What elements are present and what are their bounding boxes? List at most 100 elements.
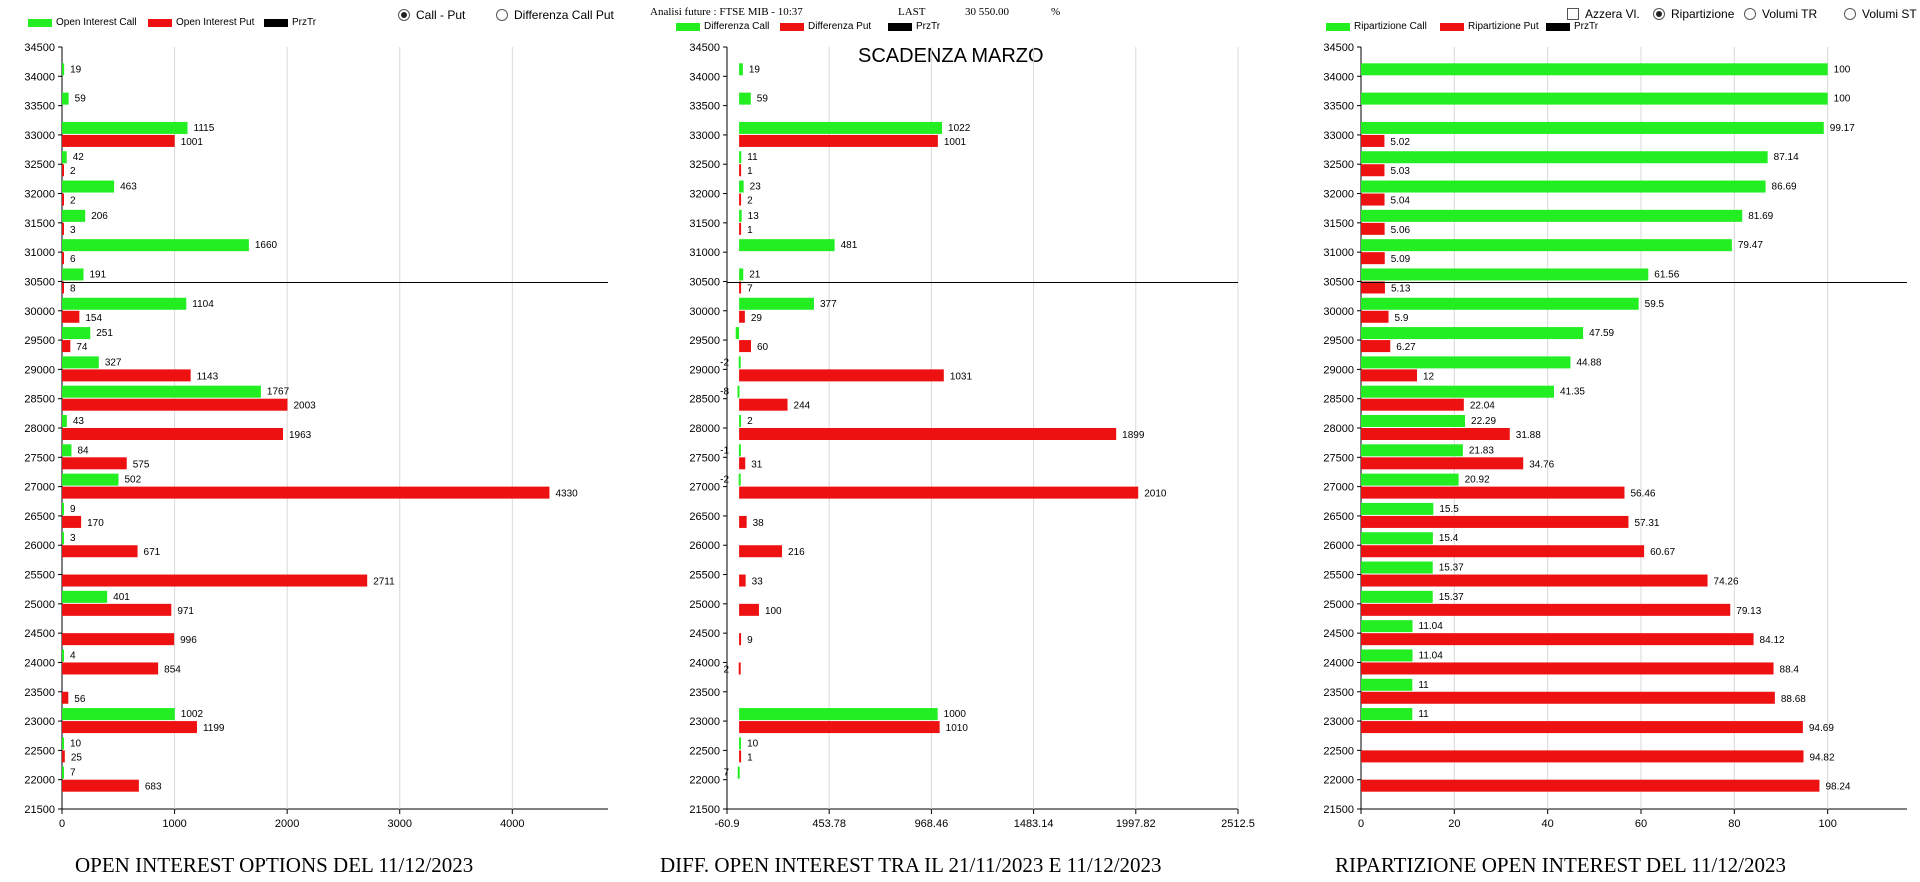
y-tick-label: 23500 <box>689 687 720 699</box>
legend-diff-call-label: Differenza Call <box>704 21 770 32</box>
put-value-label: 5.06 <box>1391 225 1411 236</box>
ripartizione-radio[interactable]: Ripartizione <box>1653 7 1734 21</box>
put-value-label: 31.88 <box>1516 430 1541 441</box>
legend-call-label: Open Interest Call <box>56 17 137 28</box>
call-value-label: 502 <box>125 475 142 486</box>
x-tick-label: 0 <box>59 818 65 830</box>
y-tick-label: 27500 <box>1323 452 1354 464</box>
call-bar <box>62 766 64 779</box>
call-value-label: 86.69 <box>1772 182 1797 193</box>
y-tick-label: 28000 <box>24 423 55 435</box>
call-value-label: 10 <box>70 738 82 749</box>
x-tick-label: 2512.5 <box>1221 818 1255 830</box>
y-tick-label: 25000 <box>689 599 720 611</box>
y-tick-label: 28000 <box>689 423 720 435</box>
call-bar <box>1361 532 1433 545</box>
call-bar <box>1361 649 1413 662</box>
legend-put-swatch <box>148 18 172 27</box>
call-bar <box>739 151 742 164</box>
call-put-radio[interactable]: Call - Put <box>398 8 465 22</box>
put-bar <box>739 457 746 470</box>
chart-title-scadenza: SCADENZA MARZO <box>858 45 1044 67</box>
legend-diff-prz-label: PrzTr <box>916 21 941 32</box>
put-bar <box>62 515 82 528</box>
call-bar <box>739 708 938 721</box>
y-tick-label: 31000 <box>1323 247 1354 259</box>
y-tick-label: 26000 <box>689 540 720 552</box>
x-tick-label: 80 <box>1728 818 1740 830</box>
put-value-label: 5.13 <box>1391 283 1411 294</box>
put-value-label: 5.03 <box>1390 166 1410 177</box>
put-value-label: 7 <box>747 283 753 294</box>
y-tick-label: 26500 <box>24 511 55 523</box>
y-tick-label: 34000 <box>1323 71 1354 83</box>
call-value-label: 327 <box>105 357 122 368</box>
call-value-label: 20.92 <box>1465 475 1490 486</box>
call-value-label: 100 <box>1834 64 1851 75</box>
x-tick-label: 60 <box>1635 818 1647 830</box>
put-bar <box>1361 398 1464 411</box>
azzera-checkbox[interactable]: Azzera Vl. <box>1567 7 1640 21</box>
y-tick-label: 23500 <box>24 687 55 699</box>
y-tick-label: 25500 <box>1323 570 1354 582</box>
volumi-st-radio[interactable]: Volumi ST <box>1844 7 1917 21</box>
call-bar <box>739 180 744 193</box>
checkbox-icon <box>1567 8 1579 20</box>
call-bar <box>62 590 108 603</box>
put-value-label: 2711 <box>373 577 395 588</box>
put-bar <box>1361 164 1385 177</box>
y-tick-label: 23000 <box>24 716 55 728</box>
call-value-label: 23 <box>750 182 762 193</box>
azzera-label: Azzera Vl. <box>1585 7 1640 21</box>
legend-rip-put-swatch <box>1440 22 1464 31</box>
y-tick-label: 22500 <box>24 745 55 757</box>
call-value-label: 11 <box>1418 709 1429 720</box>
y-tick-label: 24000 <box>24 657 55 669</box>
call-value-label: 1002 <box>181 709 204 720</box>
put-value-label: 1899 <box>1122 430 1145 441</box>
put-bar <box>62 779 139 792</box>
put-bar <box>62 310 80 323</box>
y-tick-label: 33500 <box>1323 101 1354 113</box>
put-value-label: 2 <box>70 166 76 177</box>
put-value-label: 60.67 <box>1650 547 1675 558</box>
put-value-label: 683 <box>145 782 162 793</box>
x-tick-label: 1483.14 <box>1014 818 1054 830</box>
call-bar <box>62 502 64 515</box>
y-tick-label: 32500 <box>1323 159 1354 171</box>
put-bar <box>1361 691 1775 704</box>
x-tick-label: 40 <box>1542 818 1554 830</box>
call-bar <box>1361 180 1766 193</box>
call-bar <box>62 415 67 427</box>
put-bar <box>62 252 64 265</box>
put-bar <box>739 281 742 294</box>
y-tick-label: 25500 <box>689 570 720 582</box>
legend-rip-call: Ripartizione Call <box>1326 21 1427 32</box>
put-bar <box>62 545 138 558</box>
y-tick-label: 33000 <box>689 130 720 142</box>
radio-icon <box>1744 8 1756 20</box>
call-bar <box>1361 502 1434 515</box>
put-bar <box>739 134 938 147</box>
legend-diff-put: Differenza Put <box>780 21 871 32</box>
diff-call-put-radio[interactable]: Differenza Call Put <box>496 8 614 22</box>
put-value-label: 154 <box>85 313 102 324</box>
x-tick-label: 3000 <box>387 818 411 830</box>
y-tick-label: 33000 <box>24 130 55 142</box>
call-value-label: 41.35 <box>1560 387 1585 398</box>
radio-icon <box>1844 8 1856 20</box>
diff-open-interest-chart: 34500 34000 33500 33000 32500 32000 31500 31000… <box>689 42 1255 830</box>
put-bar <box>738 662 741 675</box>
call-value-label: 1104 <box>192 299 214 310</box>
put-bar <box>62 134 175 147</box>
y-tick-label: 21500 <box>1323 804 1354 816</box>
y-tick-label: 24000 <box>1323 657 1354 669</box>
put-bar <box>62 428 283 440</box>
y-tick-label: 23500 <box>1323 687 1354 699</box>
y-tick-label: 29500 <box>1323 335 1354 347</box>
call-value-label: 19 <box>70 64 82 75</box>
put-value-label: 854 <box>164 664 181 675</box>
volumi-tr-radio[interactable]: Volumi TR <box>1744 7 1817 21</box>
put-bar <box>1361 515 1629 528</box>
y-tick-label: 29500 <box>689 335 720 347</box>
